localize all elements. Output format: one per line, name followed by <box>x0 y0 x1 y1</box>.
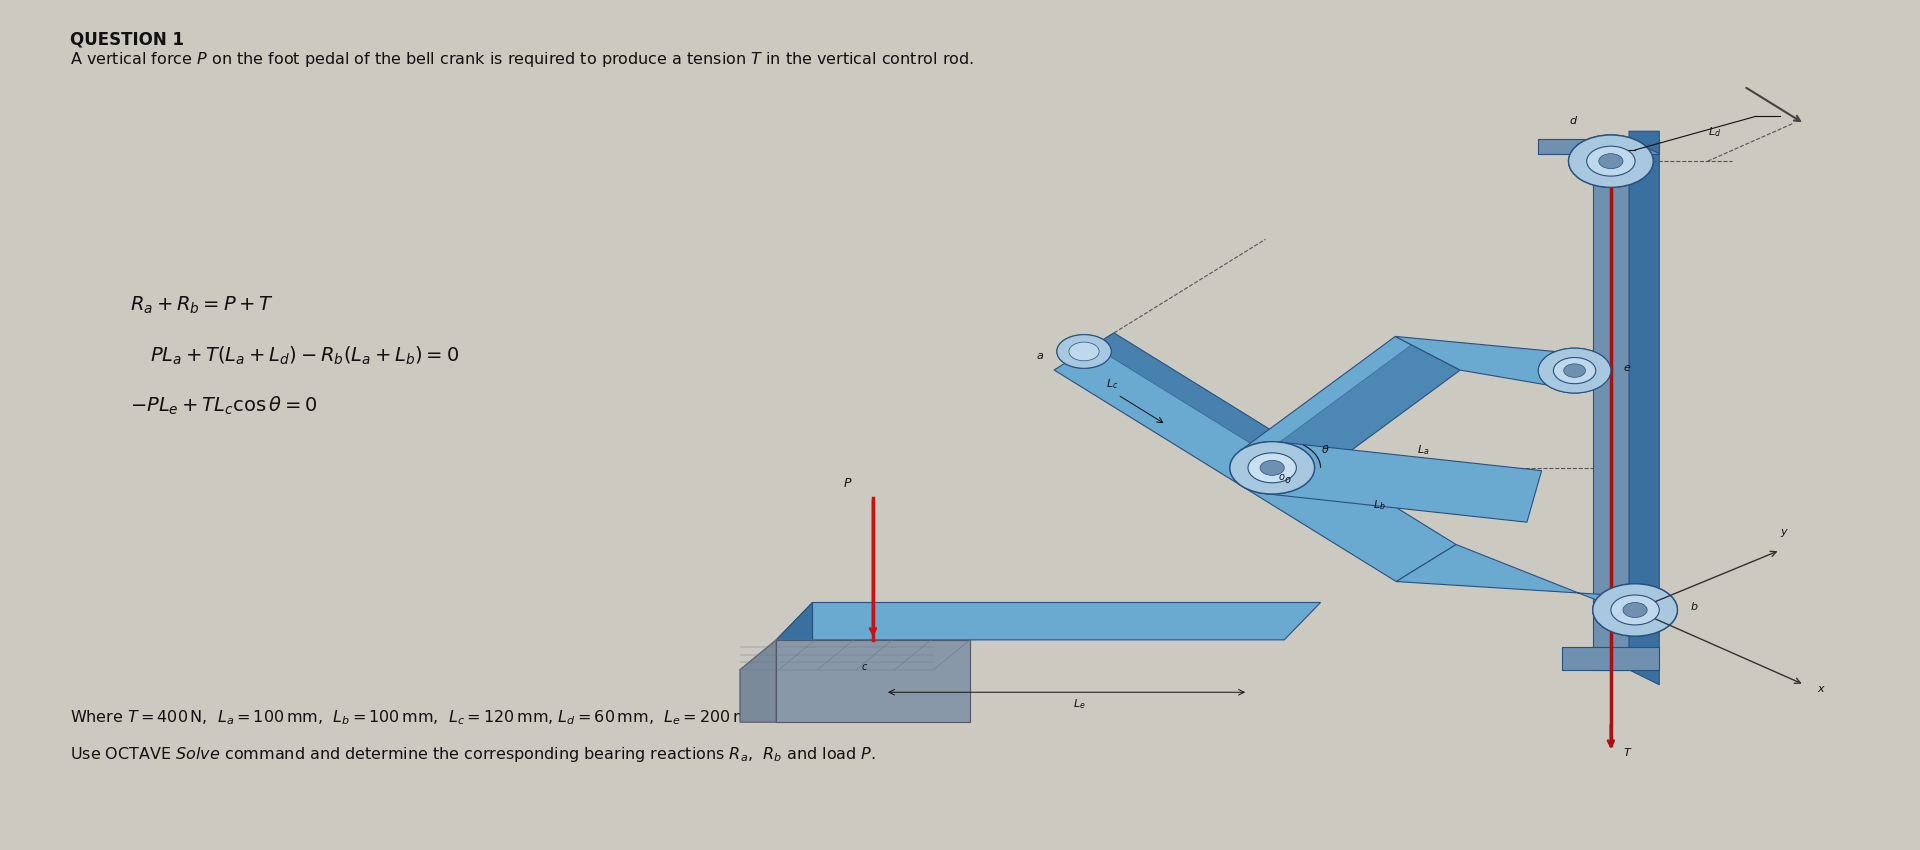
Text: $-PL_e+TL_c\cos\theta=0$: $-PL_e+TL_c\cos\theta=0$ <box>131 395 317 417</box>
Text: $T$: $T$ <box>1622 745 1632 758</box>
Ellipse shape <box>1538 348 1611 393</box>
Polygon shape <box>739 640 776 722</box>
Text: $b$: $b$ <box>1690 600 1697 612</box>
Text: $P$: $P$ <box>843 478 852 490</box>
Ellipse shape <box>1538 348 1611 393</box>
Text: $x$: $x$ <box>1816 684 1826 694</box>
Polygon shape <box>1396 337 1599 386</box>
Polygon shape <box>1054 333 1302 486</box>
Ellipse shape <box>1611 595 1659 625</box>
Polygon shape <box>1396 545 1659 625</box>
Text: Use OCTAVE $\it{Solve}$ command and determine the corresponding bearing reaction: Use OCTAVE $\it{Solve}$ command and dete… <box>69 745 876 764</box>
Text: $L_c$: $L_c$ <box>1106 377 1117 391</box>
Text: $\theta$: $\theta$ <box>1321 443 1329 455</box>
Ellipse shape <box>1569 135 1653 187</box>
Polygon shape <box>776 603 812 685</box>
Text: $L_b$: $L_b$ <box>1373 498 1386 512</box>
Text: $L_d$: $L_d$ <box>1707 125 1720 139</box>
Polygon shape <box>1628 139 1659 685</box>
Polygon shape <box>1538 139 1659 154</box>
Ellipse shape <box>1248 453 1296 483</box>
Ellipse shape <box>1594 584 1678 636</box>
Text: A vertical force $P$ on the foot pedal of the bell crank is required to produce : A vertical force $P$ on the foot pedal o… <box>69 50 973 69</box>
Polygon shape <box>1594 139 1628 670</box>
Polygon shape <box>1092 333 1302 462</box>
Ellipse shape <box>1231 442 1315 494</box>
Ellipse shape <box>1586 146 1636 176</box>
Ellipse shape <box>1244 451 1300 484</box>
Text: $R_a+R_b=P+T$: $R_a+R_b=P+T$ <box>131 295 275 316</box>
Ellipse shape <box>1231 442 1315 494</box>
Ellipse shape <box>1622 603 1647 617</box>
Ellipse shape <box>1622 603 1647 617</box>
Polygon shape <box>1240 337 1459 484</box>
Ellipse shape <box>1599 154 1622 168</box>
Polygon shape <box>1628 131 1659 154</box>
Text: $c$: $c$ <box>860 662 868 672</box>
Polygon shape <box>1265 442 1542 522</box>
Ellipse shape <box>1260 461 1284 475</box>
Text: $PL_a+T\left(L_a+L_d\right)-R_b\left(L_a+L_b\right)=0$: $PL_a+T\left(L_a+L_d\right)-R_b\left(L_a… <box>150 345 459 367</box>
Text: $o$: $o$ <box>1279 472 1286 482</box>
Ellipse shape <box>1599 154 1622 168</box>
Ellipse shape <box>1069 343 1098 361</box>
Text: $e$: $e$ <box>1622 363 1632 372</box>
Polygon shape <box>1256 345 1459 484</box>
Ellipse shape <box>1553 358 1596 383</box>
Ellipse shape <box>1056 335 1112 368</box>
Ellipse shape <box>1553 358 1596 383</box>
Text: $d$: $d$ <box>1569 114 1578 126</box>
Text: $o$: $o$ <box>1284 475 1292 485</box>
Text: $L_a$: $L_a$ <box>1417 443 1430 456</box>
Text: $y$: $y$ <box>1780 527 1789 539</box>
Ellipse shape <box>1611 595 1659 625</box>
Ellipse shape <box>1056 335 1112 368</box>
Text: $a$: $a$ <box>1035 351 1044 361</box>
Polygon shape <box>776 603 1321 640</box>
Ellipse shape <box>1563 364 1586 377</box>
Text: $L_e$: $L_e$ <box>1073 697 1085 711</box>
Polygon shape <box>1563 648 1659 670</box>
Ellipse shape <box>1586 146 1636 176</box>
Text: QUESTION 1: QUESTION 1 <box>69 30 184 48</box>
Ellipse shape <box>1594 584 1678 636</box>
Polygon shape <box>739 640 970 670</box>
Text: Where $T=400\,\mathrm{N}$,  $L_a=100\,\mathrm{mm}$,  $L_b=100\,\mathrm{mm}$,  $L: Where $T=400\,\mathrm{N}$, $L_a=100\,\ma… <box>69 708 860 727</box>
Polygon shape <box>776 640 970 722</box>
Ellipse shape <box>1563 364 1586 377</box>
Ellipse shape <box>1569 135 1653 187</box>
Ellipse shape <box>1260 461 1284 475</box>
Polygon shape <box>1242 450 1455 581</box>
Ellipse shape <box>1069 343 1098 361</box>
